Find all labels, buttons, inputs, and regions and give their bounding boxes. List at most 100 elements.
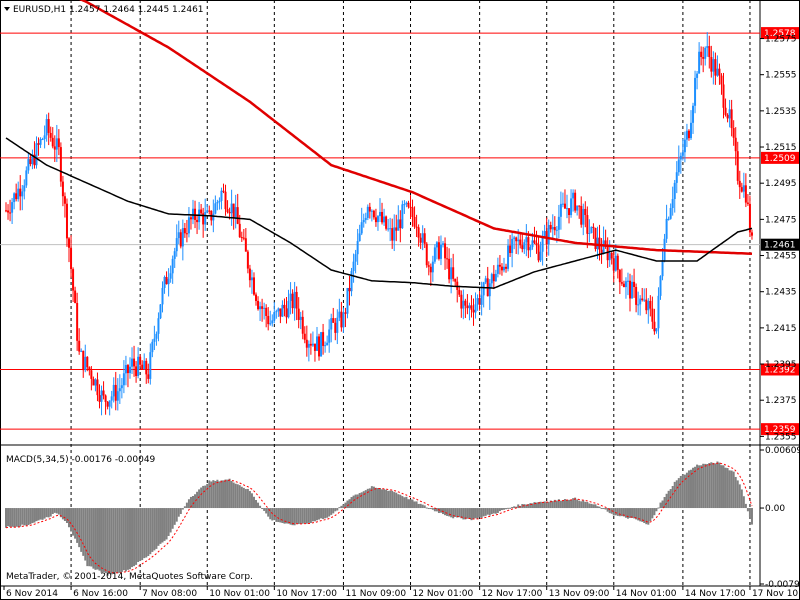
candle-body[interactable] [242,237,245,239]
candle-body[interactable] [395,227,398,231]
candle-body[interactable] [612,258,615,271]
candle-body[interactable] [507,245,510,269]
candle-body[interactable] [307,343,310,348]
candle-body[interactable] [342,312,345,328]
candle-body[interactable] [141,364,144,370]
candle-body[interactable] [631,281,634,299]
candle-body[interactable] [189,217,192,220]
candle-body[interactable] [61,181,64,197]
candle-body[interactable] [452,267,455,279]
candle-body[interactable] [25,170,28,186]
candle-body[interactable] [439,244,442,259]
candle-body[interactable] [635,287,638,305]
candle-body[interactable] [364,217,367,221]
candle-body[interactable] [407,202,410,207]
candle-body[interactable] [285,308,288,318]
candle-body[interactable] [15,193,18,200]
candle-body[interactable] [157,318,160,334]
candle-body[interactable] [592,226,595,228]
candle-body[interactable] [248,268,251,281]
candle-body[interactable] [21,191,24,197]
candle-body[interactable] [671,199,674,209]
candle-body[interactable] [175,238,178,252]
candle-body[interactable] [710,57,713,72]
candle-body[interactable] [322,332,325,346]
candle-body[interactable] [330,318,333,330]
candle-body[interactable] [669,208,672,219]
candle-body[interactable] [521,245,524,250]
candle-body[interactable] [118,388,121,392]
candle-body[interactable] [641,298,644,300]
candle-body[interactable] [165,276,168,285]
candle-body[interactable] [149,352,152,379]
candle-body[interactable] [104,395,107,402]
candle-body[interactable] [177,232,180,239]
candle-body[interactable] [496,264,499,274]
candle-body[interactable] [596,237,599,250]
candle-body[interactable] [413,216,416,227]
candle-body[interactable] [446,258,449,260]
candle-body[interactable] [604,240,607,246]
candle-body[interactable] [718,68,721,76]
candle-body[interactable] [320,332,323,357]
candle-body[interactable] [53,146,56,150]
candle-body[interactable] [431,261,434,273]
candle-body[interactable] [458,289,461,295]
candle-body[interactable] [748,203,751,233]
candle-body[interactable] [78,340,81,352]
candle-body[interactable] [269,323,272,325]
candle-body[interactable] [11,202,14,213]
candle-body[interactable] [714,59,717,76]
candle-body[interactable] [70,247,73,270]
candle-body[interactable] [391,228,394,241]
candle-body[interactable] [244,238,247,252]
candle-body[interactable] [51,137,54,147]
candle-body[interactable] [301,316,304,334]
candle-body[interactable] [541,237,544,252]
candle-body[interactable] [230,203,233,214]
candle-body[interactable] [435,242,438,248]
candle-body[interactable] [529,247,532,251]
candle-body[interactable] [561,203,564,205]
candle-body[interactable] [582,208,585,225]
candle-body[interactable] [433,247,436,262]
candle-body[interactable] [645,299,648,311]
candle-body[interactable] [74,290,77,303]
candle-body[interactable] [19,188,22,197]
candle-body[interactable] [568,208,571,216]
candle-body[interactable] [90,370,93,379]
candle-body[interactable] [736,151,739,181]
candle-body[interactable] [744,185,747,203]
candle-body[interactable] [318,336,321,357]
candle-body[interactable] [145,360,148,375]
candle-body[interactable] [187,217,190,234]
candle-body[interactable] [86,356,89,368]
candle-body[interactable] [726,114,729,119]
candle-body[interactable] [181,228,184,247]
candle-body[interactable] [346,287,349,314]
candle-body[interactable] [291,293,294,309]
candle-body[interactable] [255,294,258,301]
candle-body[interactable] [354,254,357,262]
candle-body[interactable] [716,68,719,76]
candle-body[interactable] [232,203,235,218]
candle-body[interactable] [277,308,280,312]
candle-body[interactable] [267,315,270,325]
candle-body[interactable] [460,294,463,309]
candle-body[interactable] [555,229,558,231]
candle-body[interactable] [570,198,573,216]
candle-body[interactable] [448,258,451,280]
candle-body[interactable] [324,345,327,347]
candle-body[interactable] [222,190,225,192]
candle-body[interactable] [590,226,593,233]
candle-body[interactable] [397,219,400,231]
candle-body[interactable] [659,276,662,296]
candle-body[interactable] [409,206,412,208]
candle-body[interactable] [513,237,516,239]
candle-body[interactable] [712,59,715,72]
candle-body[interactable] [98,395,101,402]
candle-body[interactable] [537,245,540,261]
candle-body[interactable] [559,203,562,217]
candle-body[interactable] [657,295,660,329]
candle-body[interactable] [122,373,125,386]
